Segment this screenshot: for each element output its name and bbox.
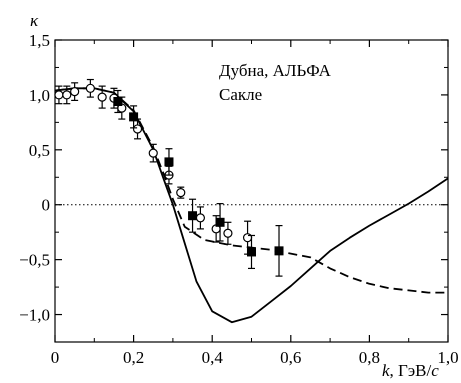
y-tick-label: −1,0 (19, 306, 50, 325)
points-layer (54, 78, 284, 277)
y-tick-label: 1,5 (29, 31, 50, 50)
open-circle-point (54, 90, 64, 100)
x-tick-label: 0 (51, 348, 60, 367)
x-axis-unit-var: c (431, 361, 439, 380)
x-tick-label: 0,4 (202, 348, 224, 367)
y-tick-label: −0,5 (19, 251, 50, 270)
y-tick-label: 1,0 (29, 86, 50, 105)
filled-square-point (113, 96, 123, 106)
open-circle-point (176, 188, 186, 198)
x-axis-label: k, ГэВ/c (382, 361, 439, 380)
y-axis-label: κ (30, 11, 39, 30)
theory-curve-solid (54, 87, 449, 324)
ticks-layer: 0 0,2 0,4 0,6 0,8 1,0 −1,0 −0,5 0 0,5 1,0 1,5 (19, 31, 458, 367)
open-circle-point (148, 148, 158, 158)
legend-entry-saclay: Сакле (219, 85, 262, 104)
y-tick-label: 0,5 (29, 141, 50, 160)
open-circle-point (195, 213, 206, 223)
filled-square-point (188, 211, 198, 221)
open-circle-point (85, 83, 95, 93)
filled-square-point (247, 247, 256, 257)
open-circle-point (62, 90, 72, 100)
open-circle-point (242, 233, 253, 243)
y-tick-label: 0 (42, 196, 51, 215)
open-circle-point (132, 124, 143, 134)
filled-square-point (274, 246, 284, 256)
x-tick-label: 1,0 (437, 348, 458, 367)
lines-layer (54, 87, 449, 324)
open-circle-point (70, 87, 80, 97)
filled-square-point (164, 157, 174, 167)
open-circle-point (97, 92, 107, 102)
legend-entry-dubna: Дубна, АЛЬФА (219, 61, 332, 80)
x-tick-label: 0,6 (280, 348, 301, 367)
filled-square-point (215, 217, 225, 227)
x-tick-label: 0,2 (123, 348, 144, 367)
x-tick-label: 0,8 (359, 348, 380, 367)
x-axis-unit: , ГэВ/ (390, 361, 432, 380)
filled-square-point (129, 112, 139, 122)
x-axis-var: k (382, 361, 390, 380)
open-circle-point (223, 228, 233, 238)
